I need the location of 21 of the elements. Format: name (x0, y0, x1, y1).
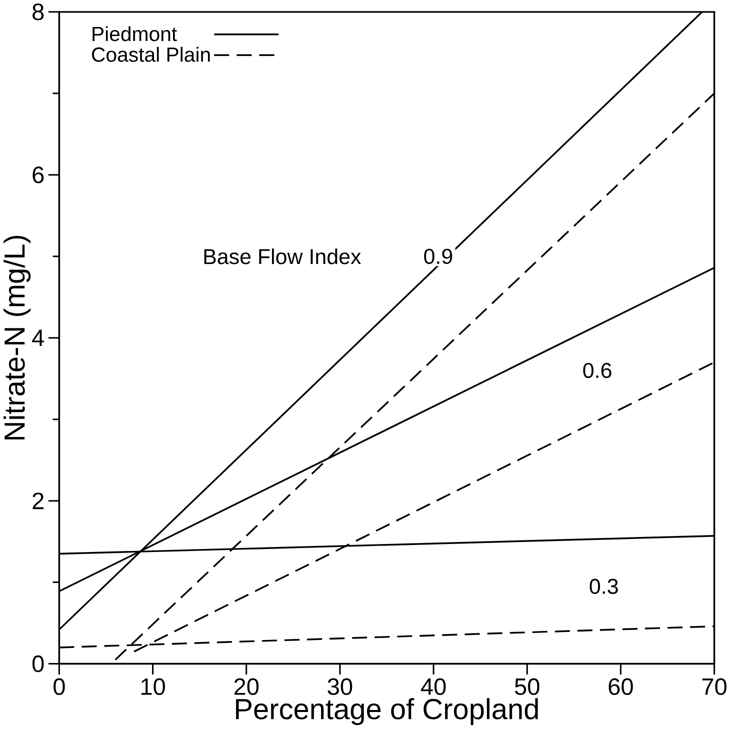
y-tick-label: 2 (32, 492, 44, 510)
x-tick-label: 0 (54, 678, 65, 696)
x-tick-label: 20 (234, 678, 259, 696)
x-tick-label: 10 (141, 678, 165, 696)
x-tick-label: 30 (328, 678, 352, 696)
y-tick-label: 4 (32, 330, 44, 346)
legend-label: Piedmont (92, 26, 177, 42)
y-axis-title: Nitrate-N (mg/L) (4, 236, 31, 440)
legend-label: Coastal Plain (92, 47, 210, 62)
x-tick-label: 50 (514, 678, 540, 696)
annotation: 0.3 (590, 578, 618, 594)
x-tick-label: 70 (702, 678, 726, 696)
y-tick-label: 8 (32, 4, 44, 20)
annotation: 0.6 (583, 362, 612, 378)
x-tick-label: 40 (420, 678, 446, 696)
annotation: 0.9 (424, 248, 452, 264)
x-tick-label: 60 (608, 678, 633, 696)
x-axis-title: Percentage of Cropland (236, 698, 538, 726)
y-tick-label: 6 (32, 166, 44, 184)
annotation: Base Flow Index (204, 248, 362, 264)
y-tick-label: 0 (32, 656, 44, 672)
